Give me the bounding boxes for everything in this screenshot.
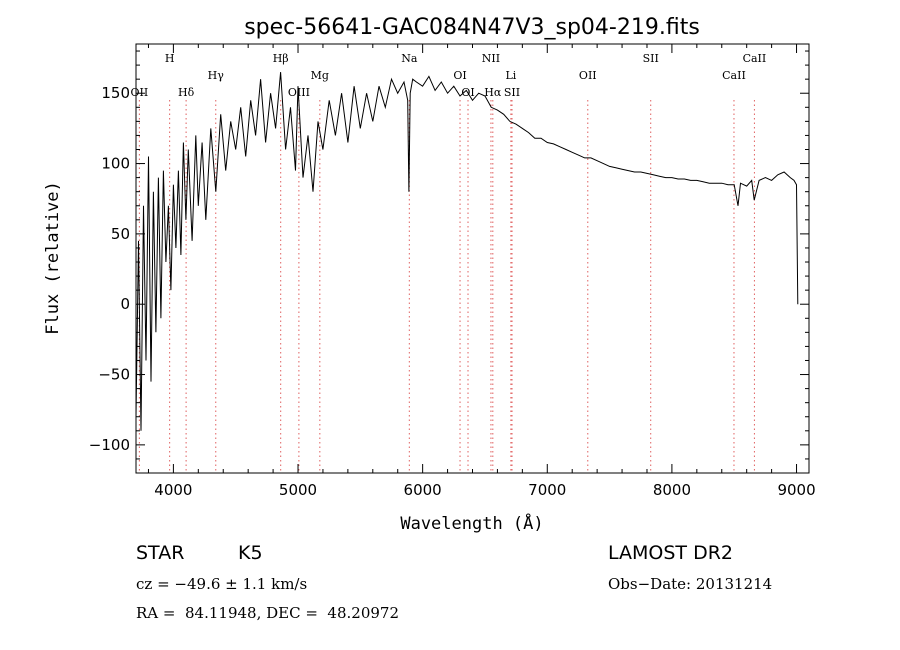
- chart-title: spec-56641-GAC084N47V3_sp04-219.fits: [244, 15, 700, 40]
- y-tick-label: 0: [120, 295, 130, 313]
- x-tick-label: 6000: [404, 481, 442, 499]
- emission-line-label: SII: [504, 86, 520, 99]
- y-tick-label: −50: [98, 366, 130, 384]
- spectrum-line: [135, 72, 799, 431]
- x-axis-label: Wavelength (Å): [400, 512, 543, 534]
- object-class: STAR: [136, 542, 185, 564]
- x-tick-label: 7000: [528, 481, 566, 499]
- emission-line-label: Li: [505, 69, 516, 82]
- y-tick-label: −100: [89, 436, 130, 454]
- emission-line-label: Hγ: [208, 69, 225, 82]
- redshift-text: cz = −49.6 ± 1.1 km/s: [136, 575, 308, 593]
- x-tick-label: 4000: [154, 481, 192, 499]
- emission-line-label: OII: [131, 86, 149, 99]
- emission-line-label: Na: [401, 52, 418, 65]
- emission-line-label: CaII: [722, 69, 746, 82]
- x-tick-label: 5000: [279, 481, 317, 499]
- object-subclass: K5: [238, 542, 263, 564]
- y-axis-label: Flux (relative): [43, 181, 63, 335]
- series-layer: [135, 72, 799, 431]
- survey-name: LAMOST DR2: [608, 542, 733, 564]
- emission-line-label: H: [165, 52, 175, 65]
- emission-line-label: Mg: [311, 69, 329, 82]
- y-tick-label: 100: [101, 155, 130, 173]
- coordinates-text: RA = 84.11948, DEC = 48.20972: [136, 604, 400, 622]
- x-tick-label: 8000: [653, 481, 691, 499]
- emission-line-label: CaII: [743, 52, 767, 65]
- plot-frame: [135, 43, 810, 474]
- emission-line-label: Hα: [484, 86, 502, 99]
- axes: 4000 5000 6000 7000 8000 9000 −100 −50 0 50 100 150: [89, 44, 816, 499]
- emission-line-label: OI: [453, 69, 466, 82]
- obs-date-text: Obs−Date: 20131214: [608, 575, 773, 593]
- emission-line-label: Hδ: [178, 86, 195, 99]
- emission-line-label: OIII: [288, 86, 310, 99]
- emission-line-label: NII: [482, 52, 500, 65]
- x-tick-label: 9000: [777, 481, 815, 499]
- y-tick-label: 50: [111, 225, 130, 243]
- emission-line-label: OII: [579, 69, 597, 82]
- emission-line-label: Hβ: [273, 52, 289, 65]
- y-tick-label: 150: [101, 84, 130, 102]
- emission-line-label: SII: [643, 52, 659, 65]
